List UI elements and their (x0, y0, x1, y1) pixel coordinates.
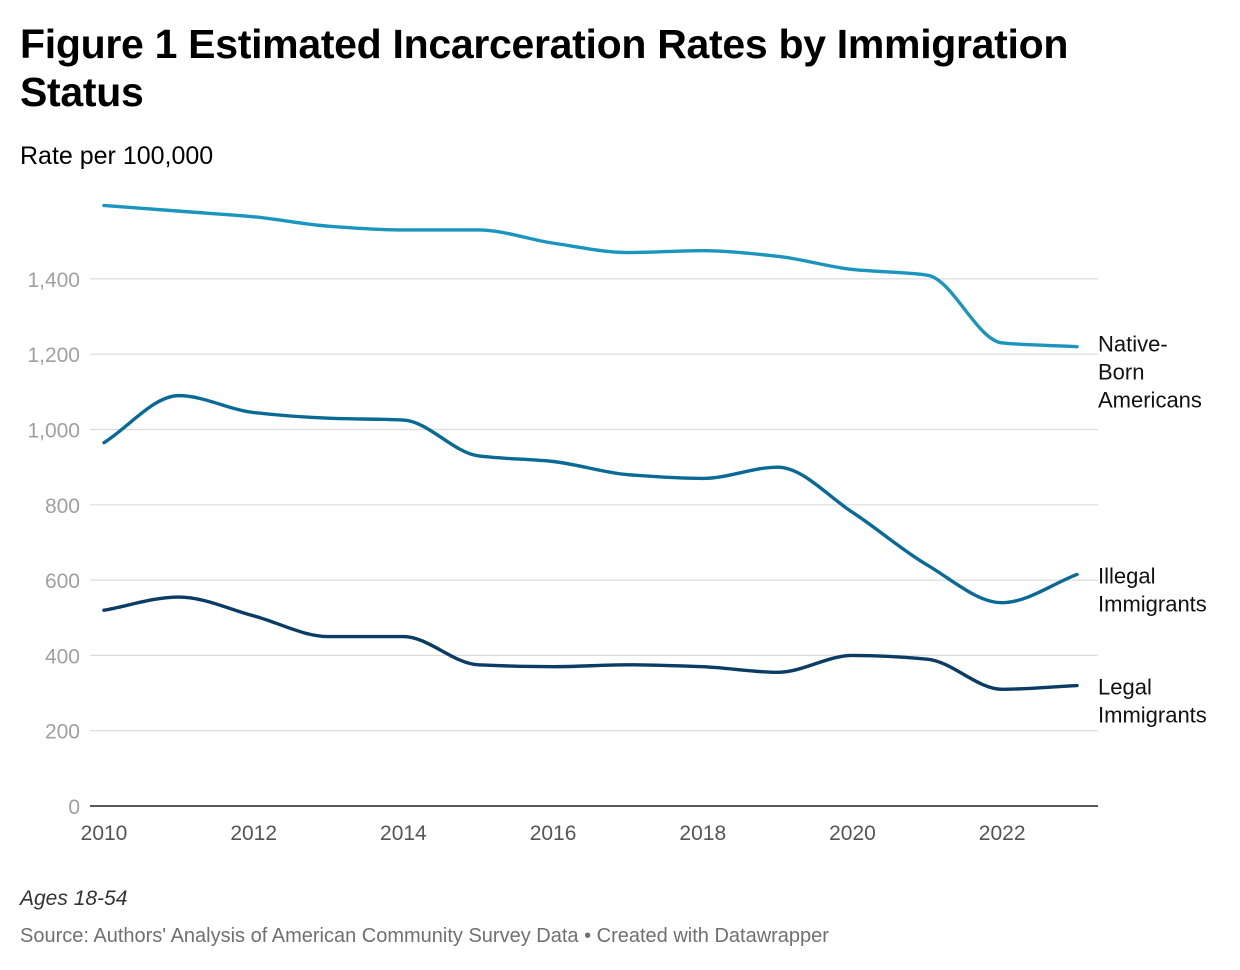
series-label-illegal-immigrants: Illegal Immigrants (1098, 563, 1207, 616)
y-tick-label: 1,000 (27, 420, 80, 443)
x-tick-label: 2018 (679, 822, 726, 845)
series-line-native-born-americans (102, 203, 1079, 349)
series-line-legal-immigrants (102, 595, 1079, 691)
y-tick-label: 1,400 (27, 269, 80, 292)
chart-title: Figure 1 Estimated Incarceration Rates b… (20, 21, 1069, 115)
x-tick-label: 2020 (829, 822, 876, 845)
series-label-legal-immigrants: Legal Immigrants (1098, 675, 1207, 728)
x-tick-label: 2012 (230, 822, 277, 845)
x-tick-label: 2010 (81, 822, 128, 845)
y-tick-label: 800 (45, 495, 80, 518)
grid-layer (90, 278, 1098, 807)
series-label-native-born-americans: Native-Born Americans (1098, 332, 1202, 413)
x-tick-label: 2022 (979, 822, 1026, 845)
y-tick-label: 0 (68, 796, 80, 819)
y-axis: 0 200 400 600 800 1,000 1,200 1,400 (27, 269, 80, 819)
x-tick-label: 2016 (530, 822, 577, 845)
x-axis: 2010 2012 2014 2016 2018 2020 2022 (81, 822, 1026, 845)
chart-source: Source: Authors' Analysis of American Co… (20, 925, 829, 947)
y-tick-label: 200 (45, 721, 80, 744)
x-tick-label: 2014 (380, 822, 427, 845)
y-tick-label: 600 (45, 570, 80, 593)
series-line-illegal-immigrants (102, 393, 1079, 605)
chart-note: Ages 18-54 (20, 887, 128, 910)
y-tick-label: 1,200 (27, 344, 80, 367)
series-layer (102, 203, 1079, 691)
y-tick-label: 400 (45, 645, 80, 668)
series-labels: Native-Born Americans Illegal Immigrants Leg… (1098, 332, 1207, 728)
chart-subtitle: Rate per 100,000 (20, 142, 214, 170)
